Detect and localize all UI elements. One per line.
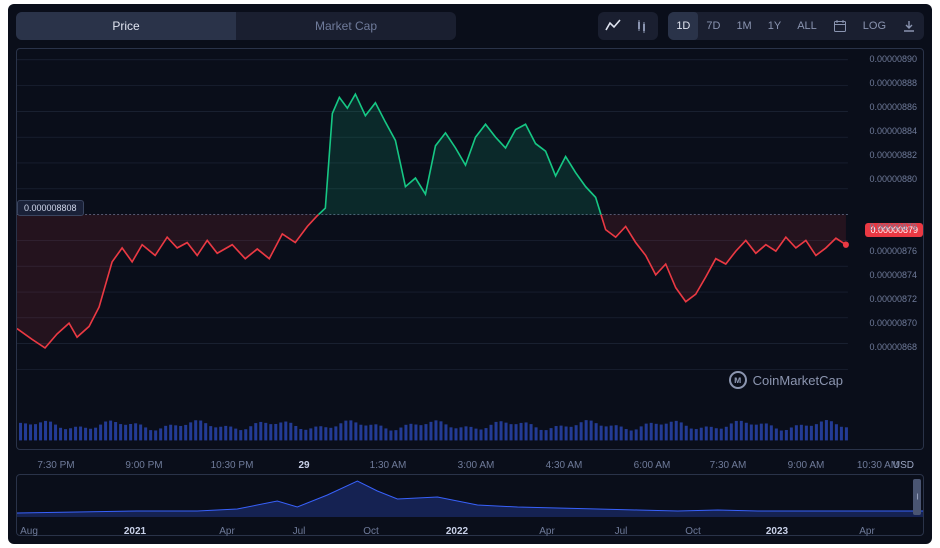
tab-price-label: Price — [112, 19, 139, 33]
download-icon[interactable] — [894, 12, 924, 40]
xaxis-tick: 29 — [298, 460, 309, 471]
mini-xaxis-tick: Apr — [219, 526, 235, 537]
line-chart-icon[interactable] — [598, 12, 628, 40]
xaxis-tick: 3:00 AM — [458, 460, 495, 471]
xaxis-tick: 10:30 PM — [211, 460, 254, 471]
calendar-icon[interactable] — [825, 12, 855, 40]
range-7d[interactable]: 7D — [698, 12, 728, 40]
range-1d[interactable]: 1D — [668, 12, 698, 40]
xaxis-tick: 1:30 AM — [370, 460, 407, 471]
log-toggle[interactable]: LOG — [855, 12, 894, 40]
range-1y[interactable]: 1Y — [760, 12, 789, 40]
main-chart[interactable]: 0.000008808 0.00000879 0.000008900.00000… — [16, 48, 924, 450]
current-price-badge: 0.00000879 — [865, 223, 923, 237]
tab-marketcap[interactable]: Market Cap — [236, 12, 456, 40]
mini-xaxis-tick: 2022 — [446, 526, 468, 537]
mini-xaxis-tick: 2021 — [124, 526, 146, 537]
cmc-logo-icon: ᴍ — [729, 371, 747, 389]
tab-marketcap-label: Market Cap — [315, 19, 377, 33]
range-1m[interactable]: 1M — [728, 12, 759, 40]
xaxis-tick: 4:30 AM — [546, 460, 583, 471]
watermark: ᴍ CoinMarketCap — [729, 371, 843, 389]
metric-tabs: Price Market Cap — [16, 12, 456, 40]
xaxis: USD 7:30 PM9:00 PM10:30 PM291:30 AM3:00 … — [16, 456, 924, 474]
mini-chart-svg — [17, 475, 923, 517]
mini-xaxis-tick: Aug — [20, 526, 38, 537]
range-navigator[interactable]: Aug 2021 Apr Jul Oct 2022 Apr Jul Oct 2023 Apr — [16, 474, 924, 536]
mini-xaxis-tick: Apr — [859, 526, 875, 537]
xaxis-tick: 7:30 PM — [37, 460, 74, 471]
mini-xaxis-tick: Jul — [615, 526, 628, 537]
mini-xaxis-tick: Oct — [363, 526, 379, 537]
mini-xaxis-tick: Apr — [539, 526, 555, 537]
range-group: 1D 7D 1M 1Y ALL LOG — [668, 12, 924, 40]
xaxis-tick: 9:00 AM — [788, 460, 825, 471]
mini-xaxis-tick: Jul — [293, 526, 306, 537]
toolbar: Price Market Cap 1D 7D 1M 1Y ALL LOG — [16, 12, 924, 40]
chart-style-group — [598, 12, 658, 40]
candlestick-icon[interactable] — [628, 12, 658, 40]
xaxis-tick: 9:00 PM — [125, 460, 162, 471]
mini-xaxis-tick: Oct — [685, 526, 701, 537]
chart-svg — [17, 49, 923, 449]
mini-xaxis: Aug 2021 Apr Jul Oct 2022 Apr Jul Oct 2023 Apr — [17, 522, 923, 540]
navigator-handle[interactable] — [913, 479, 921, 515]
baseline-badge: 0.000008808 — [17, 200, 84, 216]
xaxis-tick: 6:00 AM — [634, 460, 671, 471]
range-all[interactable]: ALL — [789, 12, 825, 40]
xaxis-tick: 7:30 AM — [710, 460, 747, 471]
tab-price[interactable]: Price — [16, 12, 236, 40]
mini-xaxis-tick: 2023 — [766, 526, 788, 537]
xaxis-tick: 10:30 AM — [857, 460, 899, 471]
